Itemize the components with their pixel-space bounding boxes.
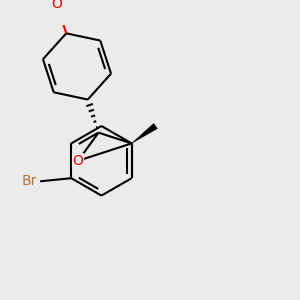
Polygon shape bbox=[132, 123, 158, 143]
Text: O: O bbox=[51, 0, 62, 11]
Text: O: O bbox=[73, 154, 83, 168]
Text: Br: Br bbox=[22, 174, 38, 188]
